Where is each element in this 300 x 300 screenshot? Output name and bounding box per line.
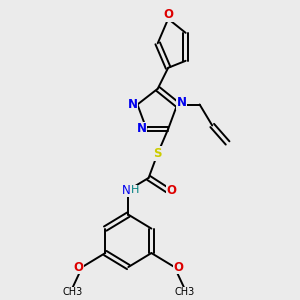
- Text: N: N: [128, 98, 137, 111]
- Text: H: H: [130, 185, 139, 195]
- Text: CH3: CH3: [62, 287, 82, 297]
- Text: O: O: [163, 8, 173, 21]
- Text: O: O: [167, 184, 177, 196]
- Text: S: S: [153, 147, 162, 160]
- Text: N: N: [136, 122, 147, 136]
- Text: N: N: [176, 96, 187, 109]
- Text: O: O: [174, 260, 184, 274]
- Text: CH3: CH3: [174, 287, 194, 297]
- Text: O: O: [73, 260, 83, 274]
- Text: N: N: [122, 184, 131, 196]
